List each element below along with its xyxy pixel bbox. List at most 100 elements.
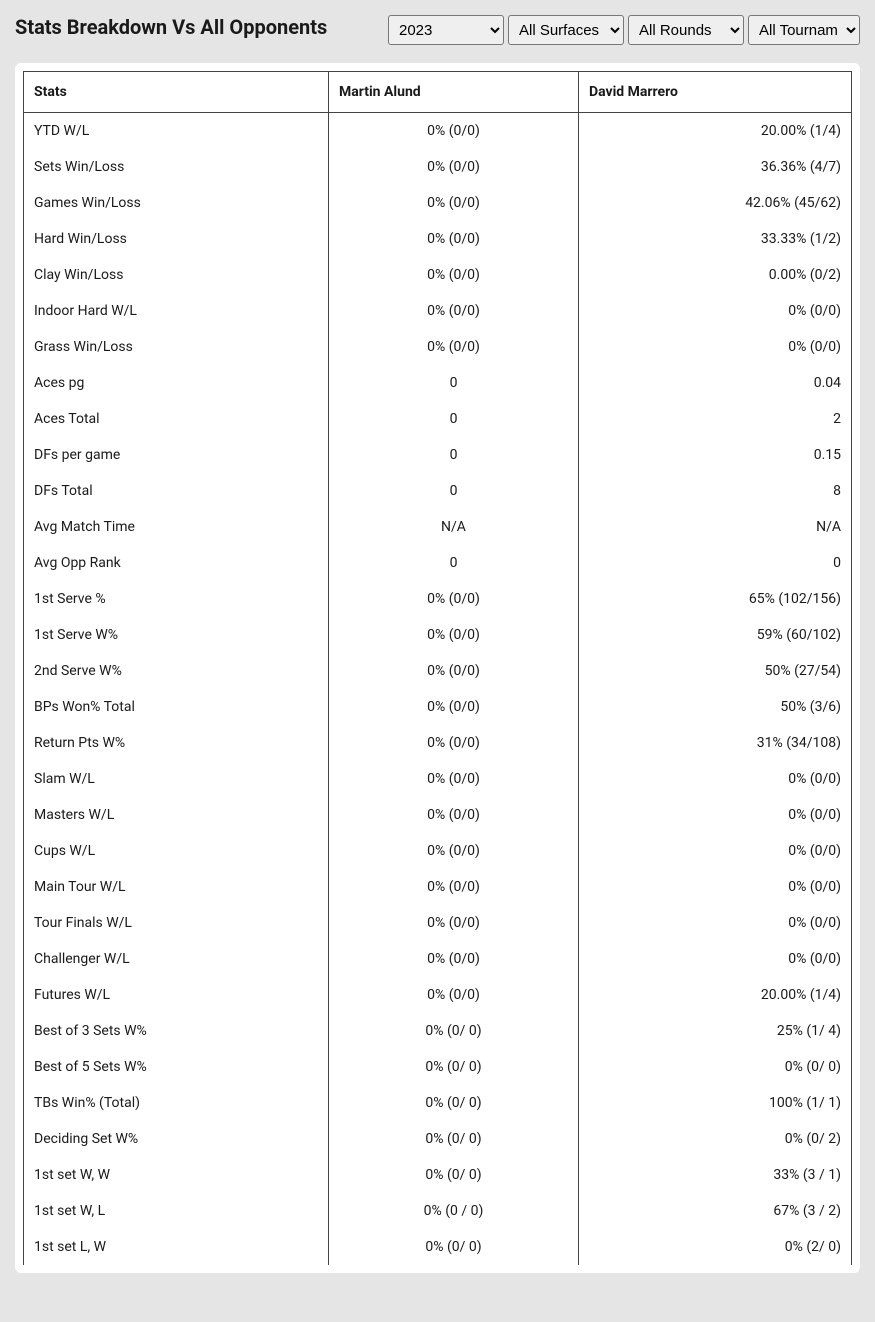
player1-value-cell: 0% (0/0) (329, 689, 579, 725)
player1-value-cell: N/A (329, 509, 579, 545)
table-row: Futures W/L0% (0/0)20.00% (1/4) (24, 977, 852, 1013)
player2-value-cell: 0 (579, 545, 852, 581)
player1-value-cell: 0% (0/ 0) (329, 1229, 579, 1265)
player2-value-cell: 0% (0/0) (579, 797, 852, 833)
table-row: Grass Win/Loss0% (0/0)0% (0/0) (24, 329, 852, 365)
player1-value-cell: 0% (0/ 0) (329, 1121, 579, 1157)
table-row: Games Win/Loss0% (0/0)42.06% (45/62) (24, 185, 852, 221)
stat-name-cell: Sets Win/Loss (24, 149, 329, 185)
player1-value-cell: 0% (0/0) (329, 329, 579, 365)
player1-value-cell: 0% (0/0) (329, 725, 579, 761)
player1-value-cell: 0% (0/0) (329, 653, 579, 689)
stat-name-cell: Futures W/L (24, 977, 329, 1013)
player2-value-cell: 0% (0/0) (579, 833, 852, 869)
table-row: Indoor Hard W/L0% (0/0)0% (0/0) (24, 293, 852, 329)
player2-value-cell: 20.00% (1/4) (579, 977, 852, 1013)
player2-value-cell: 100% (1/ 1) (579, 1085, 852, 1121)
stat-name-cell: Best of 3 Sets W% (24, 1013, 329, 1049)
player1-value-cell: 0% (0/0) (329, 221, 579, 257)
stat-name-cell: Hard Win/Loss (24, 221, 329, 257)
player1-value-cell: 0% (0/0) (329, 113, 579, 150)
table-row: Challenger W/L0% (0/0)0% (0/0) (24, 941, 852, 977)
stat-name-cell: Best of 5 Sets W% (24, 1049, 329, 1085)
player1-value-cell: 0% (0/ 0) (329, 1049, 579, 1085)
stat-name-cell: Cups W/L (24, 833, 329, 869)
table-row: 1st set W, L0% (0 / 0)67% (3 / 2) (24, 1193, 852, 1229)
table-row: Best of 5 Sets W%0% (0/ 0)0% (0/ 0) (24, 1049, 852, 1085)
player2-value-cell: 33.33% (1/2) (579, 221, 852, 257)
player1-value-cell: 0% (0/0) (329, 617, 579, 653)
table-row: Best of 3 Sets W%0% (0/ 0)25% (1/ 4) (24, 1013, 852, 1049)
player2-value-cell: 0% (0/0) (579, 941, 852, 977)
player1-value-cell: 0% (0/ 0) (329, 1157, 579, 1193)
col-header-player1: Martin Alund (329, 72, 579, 113)
table-row: 2nd Serve W%0% (0/0)50% (27/54) (24, 653, 852, 689)
stat-name-cell: Tour Finals W/L (24, 905, 329, 941)
table-row: Tour Finals W/L0% (0/0)0% (0/0) (24, 905, 852, 941)
player1-value-cell: 0% (0/0) (329, 797, 579, 833)
surface-select[interactable]: All Surfaces (508, 15, 624, 45)
table-row: DFs Total08 (24, 473, 852, 509)
stat-name-cell: Indoor Hard W/L (24, 293, 329, 329)
player1-value-cell: 0% (0/ 0) (329, 1013, 579, 1049)
player2-value-cell: 0% (0/ 2) (579, 1121, 852, 1157)
player1-value-cell: 0% (0/0) (329, 293, 579, 329)
stat-name-cell: Slam W/L (24, 761, 329, 797)
player1-value-cell: 0% (0/0) (329, 869, 579, 905)
stat-name-cell: 1st Serve W% (24, 617, 329, 653)
player2-value-cell: 0.15 (579, 437, 852, 473)
stat-name-cell: Deciding Set W% (24, 1121, 329, 1157)
player2-value-cell: 67% (3 / 2) (579, 1193, 852, 1229)
player1-value-cell: 0 (329, 473, 579, 509)
stat-name-cell: Games Win/Loss (24, 185, 329, 221)
stats-table: Stats Martin Alund David Marrero YTD W/L… (23, 71, 852, 1265)
stat-name-cell: Aces pg (24, 365, 329, 401)
table-row: 1st Serve W%0% (0/0)59% (60/102) (24, 617, 852, 653)
stat-name-cell: 1st set W, L (24, 1193, 329, 1229)
round-select[interactable]: All Rounds (628, 15, 744, 45)
stat-name-cell: Masters W/L (24, 797, 329, 833)
player2-value-cell: 36.36% (4/7) (579, 149, 852, 185)
stat-name-cell: 1st set L, W (24, 1229, 329, 1265)
stat-name-cell: Return Pts W% (24, 725, 329, 761)
player1-value-cell: 0 (329, 437, 579, 473)
tournament-select[interactable]: All Tournaments (748, 15, 860, 45)
player2-value-cell: 31% (34/108) (579, 725, 852, 761)
player2-value-cell: 0% (0/0) (579, 293, 852, 329)
player2-value-cell: 42.06% (45/62) (579, 185, 852, 221)
table-row: Slam W/L0% (0/0)0% (0/0) (24, 761, 852, 797)
table-row: Deciding Set W%0% (0/ 0)0% (0/ 2) (24, 1121, 852, 1157)
player1-value-cell: 0% (0/ 0) (329, 1085, 579, 1121)
player1-value-cell: 0% (0/0) (329, 185, 579, 221)
col-header-stats: Stats (24, 72, 329, 113)
player2-value-cell: 8 (579, 473, 852, 509)
stat-name-cell: Main Tour W/L (24, 869, 329, 905)
stat-name-cell: Clay Win/Loss (24, 257, 329, 293)
table-row: Return Pts W%0% (0/0)31% (34/108) (24, 725, 852, 761)
table-row: Cups W/L0% (0/0)0% (0/0) (24, 833, 852, 869)
year-select[interactable]: 2023 (388, 15, 504, 45)
player1-value-cell: 0% (0/0) (329, 581, 579, 617)
player1-value-cell: 0% (0/0) (329, 905, 579, 941)
table-row: 1st Serve %0% (0/0)65% (102/156) (24, 581, 852, 617)
stat-name-cell: Avg Match Time (24, 509, 329, 545)
table-row: Avg Opp Rank00 (24, 545, 852, 581)
player2-value-cell: 0% (2/ 0) (579, 1229, 852, 1265)
player2-value-cell: 2 (579, 401, 852, 437)
player2-value-cell: 59% (60/102) (579, 617, 852, 653)
player1-value-cell: 0 (329, 365, 579, 401)
player1-value-cell: 0% (0 / 0) (329, 1193, 579, 1229)
col-header-player2: David Marrero (579, 72, 852, 113)
stat-name-cell: YTD W/L (24, 113, 329, 150)
player2-value-cell: 50% (27/54) (579, 653, 852, 689)
player2-value-cell: 0% (0/0) (579, 329, 852, 365)
table-row: DFs per game00.15 (24, 437, 852, 473)
player1-value-cell: 0 (329, 545, 579, 581)
table-row: Sets Win/Loss0% (0/0)36.36% (4/7) (24, 149, 852, 185)
table-row: Masters W/L0% (0/0)0% (0/0) (24, 797, 852, 833)
player1-value-cell: 0 (329, 401, 579, 437)
player1-value-cell: 0% (0/0) (329, 149, 579, 185)
table-row: 1st set L, W0% (0/ 0)0% (2/ 0) (24, 1229, 852, 1265)
header-row: Stats Breakdown Vs All Opponents 2023 Al… (15, 15, 860, 45)
player2-value-cell: 65% (102/156) (579, 581, 852, 617)
